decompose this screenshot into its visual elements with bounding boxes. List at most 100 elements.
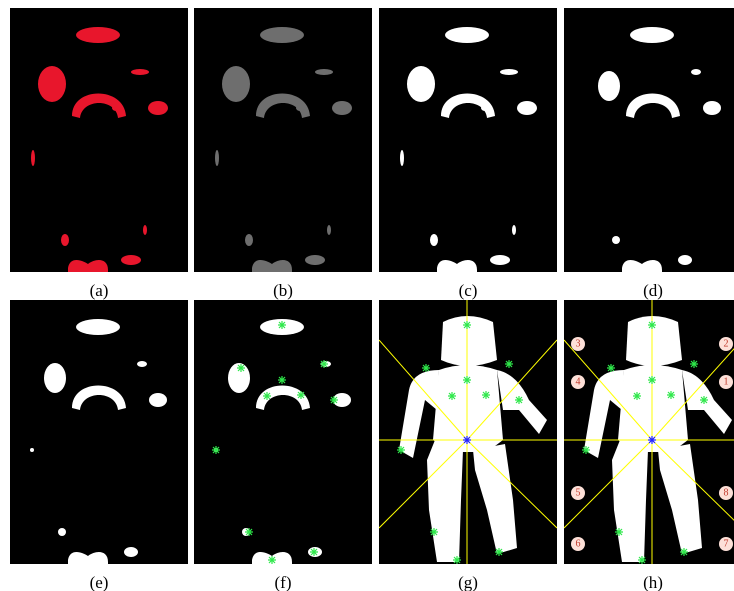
keypoint bbox=[680, 548, 688, 556]
blob bbox=[149, 393, 167, 407]
blob bbox=[76, 319, 120, 335]
sector-label: 1 bbox=[724, 376, 729, 387]
figure: (a) (b) (c) (d) (e) (f) (g) 1 2 3 4 5 6 7 8 (h) bbox=[0, 0, 734, 591]
blob bbox=[121, 255, 141, 265]
sector-label: 8 bbox=[724, 487, 729, 498]
blob bbox=[430, 234, 438, 246]
keypoint bbox=[648, 321, 656, 329]
keypoint bbox=[422, 364, 430, 372]
keypoint bbox=[615, 528, 623, 536]
keypoint bbox=[263, 392, 271, 400]
blob bbox=[490, 255, 510, 265]
keypoint bbox=[297, 391, 305, 399]
blob bbox=[148, 101, 168, 115]
keypoint bbox=[495, 548, 503, 556]
panel-background bbox=[10, 300, 188, 564]
keypoint bbox=[505, 360, 513, 368]
sector-label: 3 bbox=[576, 338, 581, 349]
keypoint bbox=[700, 396, 708, 404]
keypoint bbox=[463, 376, 471, 384]
keypoint bbox=[482, 391, 490, 399]
blob bbox=[296, 105, 304, 111]
keypoint bbox=[320, 360, 328, 368]
blob bbox=[76, 27, 120, 43]
panel-background bbox=[194, 300, 372, 564]
blob bbox=[222, 66, 250, 102]
keypoint bbox=[667, 391, 675, 399]
blob bbox=[143, 225, 147, 235]
blob bbox=[332, 101, 352, 115]
blob bbox=[245, 234, 253, 246]
keypoint bbox=[330, 396, 338, 404]
blob bbox=[137, 361, 147, 367]
blob bbox=[678, 255, 692, 265]
blob bbox=[598, 71, 620, 101]
keypoint bbox=[397, 446, 405, 454]
keypoint bbox=[648, 436, 656, 444]
blob bbox=[112, 105, 120, 111]
panel bbox=[379, 300, 557, 564]
blob bbox=[691, 69, 701, 75]
panel bbox=[10, 300, 188, 564]
sector-label: 5 bbox=[576, 487, 581, 498]
blob bbox=[131, 69, 149, 75]
panel bbox=[379, 8, 557, 272]
keypoint bbox=[245, 528, 253, 536]
keypoint bbox=[463, 436, 471, 444]
keypoint bbox=[268, 556, 276, 564]
panel-caption: (a) bbox=[90, 281, 109, 300]
blob bbox=[124, 547, 138, 557]
sector-label: 6 bbox=[576, 538, 581, 549]
blob bbox=[481, 105, 489, 111]
blob bbox=[407, 66, 435, 102]
keypoint bbox=[278, 321, 286, 329]
panel bbox=[194, 300, 372, 564]
blob bbox=[517, 101, 537, 115]
blob bbox=[445, 27, 489, 43]
keypoint bbox=[633, 392, 641, 400]
blob bbox=[58, 528, 66, 536]
panel-caption: (d) bbox=[643, 281, 663, 300]
keypoint bbox=[638, 556, 646, 564]
keypoint bbox=[237, 364, 245, 372]
panel-background bbox=[564, 8, 734, 272]
keypoint bbox=[463, 321, 471, 329]
panel-background bbox=[194, 8, 372, 272]
keypoint bbox=[448, 392, 456, 400]
sector-label: 2 bbox=[724, 338, 729, 349]
sector-label: 4 bbox=[576, 376, 581, 387]
blob bbox=[31, 150, 35, 166]
keypoint bbox=[278, 376, 286, 384]
blob bbox=[630, 27, 674, 43]
blob bbox=[30, 448, 34, 452]
blob bbox=[612, 236, 620, 244]
panel: 1 2 3 4 5 6 7 8 bbox=[564, 300, 734, 564]
keypoint bbox=[607, 364, 615, 372]
keypoint bbox=[310, 548, 318, 556]
blob bbox=[305, 255, 325, 265]
panel-background bbox=[379, 8, 557, 272]
panel-caption: (h) bbox=[643, 573, 663, 591]
blob bbox=[500, 69, 518, 75]
blob bbox=[512, 225, 516, 235]
blob bbox=[215, 150, 219, 166]
blob bbox=[260, 27, 304, 43]
sector-label: 7 bbox=[724, 538, 729, 549]
panel bbox=[564, 8, 734, 272]
keypoint bbox=[515, 396, 523, 404]
panel-caption: (b) bbox=[273, 281, 293, 300]
blob bbox=[703, 101, 721, 115]
panel-caption: (e) bbox=[90, 573, 109, 591]
panel-caption: (c) bbox=[459, 281, 478, 300]
keypoint bbox=[582, 446, 590, 454]
panel-background bbox=[10, 8, 188, 272]
panel bbox=[10, 8, 188, 272]
blob bbox=[38, 66, 66, 102]
blob bbox=[400, 150, 404, 166]
panel-caption: (g) bbox=[458, 573, 478, 591]
blob bbox=[44, 363, 66, 393]
panel-caption: (f) bbox=[275, 573, 292, 591]
keypoint bbox=[212, 446, 220, 454]
keypoint bbox=[430, 528, 438, 536]
keypoint bbox=[453, 556, 461, 564]
